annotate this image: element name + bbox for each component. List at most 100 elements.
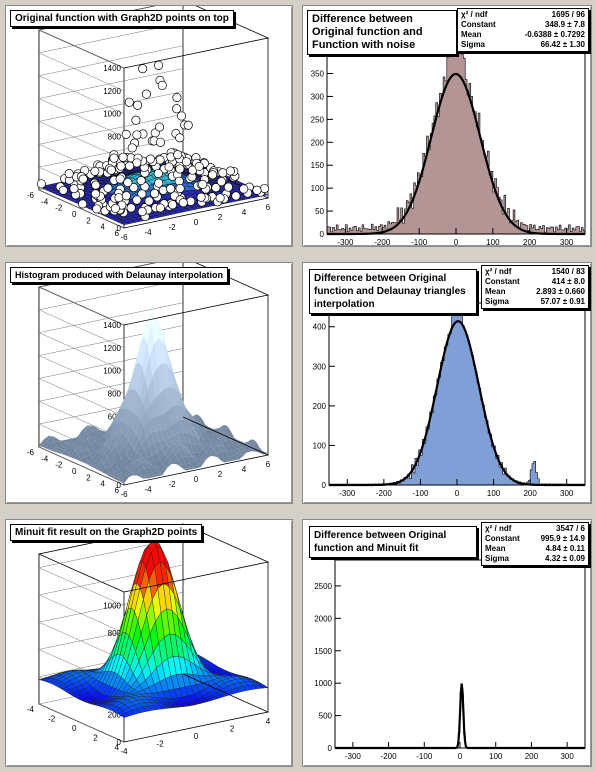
surface-cell: [175, 450, 183, 460]
surface-cell: [151, 470, 160, 476]
z-grid-line: [38, 348, 184, 417]
surface-cell: [202, 454, 211, 461]
y-tick-label: 0: [72, 467, 77, 476]
graph2d-point: [168, 200, 178, 210]
y-tick-label: 350: [311, 70, 325, 79]
y-tick-label: 150: [311, 161, 325, 170]
surface-cell: [118, 476, 126, 483]
surface-cell: [197, 437, 205, 445]
x-tick-label: 100: [486, 238, 500, 246]
x-tick-label: -4: [144, 485, 152, 494]
surface-cell: [146, 432, 155, 447]
surface-cell: [69, 444, 77, 450]
surface-cell: [70, 450, 78, 459]
surface-cell: [162, 458, 171, 467]
surface-cell: [247, 448, 256, 452]
surface-cell: [95, 437, 103, 445]
surface-cell: [166, 441, 175, 448]
z-tick-label: 1000: [103, 602, 121, 611]
z-tick-label: 1200: [103, 87, 121, 96]
z-tick-label: 0: [117, 738, 122, 747]
surface-cell: [221, 460, 230, 463]
surface-cell: [189, 452, 198, 459]
y-tick-label: -4: [41, 454, 49, 463]
surface-cell: [126, 462, 134, 471]
surface-cell: [230, 451, 239, 456]
stat-row: Sigma 66.42 ± 1.30: [461, 40, 585, 50]
surface-cell: [116, 459, 125, 464]
graph2d-point: [145, 154, 156, 164]
x-tick-label: 200: [525, 752, 539, 761]
surface-cell: [167, 407, 176, 427]
surface-cell: [59, 441, 67, 447]
surface-cell: [107, 474, 115, 477]
z-tick-label: 1200: [103, 344, 121, 353]
z-grid-line: [38, 564, 184, 634]
surface-cell: [187, 456, 196, 464]
surface-cell: [149, 475, 158, 478]
y-tick-label: 1500: [314, 647, 332, 656]
y-tick-label: 6: [115, 229, 120, 238]
surface-cell: [44, 444, 53, 450]
y-tick-label: 100: [313, 441, 327, 450]
stats-box: χ² / ndf 3547 / 6 Constant 995.9 ± 14.9 Mean…: [481, 522, 589, 566]
surface-cell: [94, 426, 103, 431]
surface-cell: [181, 445, 190, 453]
surface-cell: [169, 443, 178, 451]
surface-cell: [85, 426, 93, 434]
surface-cell: [77, 451, 86, 459]
graph2d-point: [225, 166, 236, 176]
graph2d-point: [239, 184, 249, 194]
surface-cell: [190, 420, 199, 437]
surface-cell: [194, 420, 203, 426]
surface-cell: [205, 446, 214, 455]
graph2d-point: [198, 179, 208, 189]
surface-cell: [80, 457, 89, 463]
surface-cell: [163, 437, 172, 445]
surface-cell: [231, 448, 240, 452]
x-tick-label: -200: [376, 489, 393, 498]
surface-cell: [199, 420, 208, 427]
surface-cell: [202, 429, 210, 435]
x-tick-label: -300: [339, 489, 356, 498]
graph2d-point: [164, 162, 174, 172]
surface-cell: [136, 336, 144, 365]
surface-cell: [101, 468, 109, 474]
surface-cell: [110, 457, 118, 463]
y-tick-label: 100: [311, 184, 325, 193]
graph2d-point: [137, 207, 147, 217]
z-tick-label: 200: [108, 711, 122, 720]
y-tick-label: 300: [311, 92, 325, 101]
surface-cell: [109, 476, 118, 479]
surface-cell: [185, 463, 194, 469]
surface-cell: [156, 466, 165, 473]
z-tick-label: 800: [108, 133, 122, 142]
pad-delaunay: 0200400600800100012001400-6-4-20246-6-4-…: [5, 262, 293, 504]
surface-cell: [100, 444, 109, 455]
surface-cell: [47, 448, 56, 451]
x-tick-label: 100: [487, 489, 501, 498]
surface-cell: [108, 421, 117, 436]
surface-cell: [193, 427, 202, 442]
surface-cell: [141, 462, 150, 469]
surface-cell: [158, 414, 166, 431]
graph2d-point: [90, 189, 101, 199]
stat-value: 414 ± 8.0: [551, 277, 585, 286]
y-tick-label: 250: [311, 115, 325, 124]
histogram-bars: [328, 302, 586, 486]
y-tick-label: 0: [328, 744, 333, 753]
y-tick-label: -2: [55, 204, 63, 213]
surface-cell: [97, 457, 106, 462]
surface-cell: [243, 439, 251, 444]
surface-cell: [77, 433, 85, 440]
pad-title: Difference between Original function and…: [309, 526, 477, 558]
surface-cell: [236, 447, 245, 451]
surface-cell: [100, 435, 109, 447]
surface-cell: [162, 363, 170, 390]
graph2d-point: [36, 179, 46, 189]
surface-cell: [114, 475, 123, 478]
surface-cell: [164, 387, 173, 412]
surface-cell: [61, 441, 69, 443]
surface-cell: [43, 435, 52, 441]
